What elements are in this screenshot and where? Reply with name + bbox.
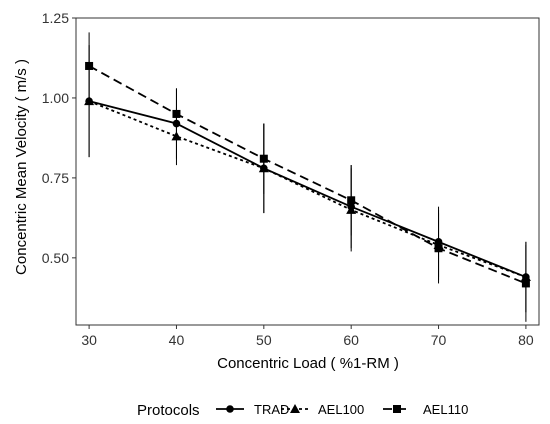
- y-tick-label: 1.00: [42, 90, 69, 106]
- y-axis-title: Concentric Mean Velocity ( m/s ): [13, 59, 30, 275]
- x-tick-label: 30: [81, 332, 97, 348]
- x-tick-label: 80: [518, 332, 534, 348]
- data-point: [347, 196, 356, 205]
- series-line: [88, 100, 527, 278]
- legend: Protocols TRAD AEL100 AEL110: [137, 402, 468, 419]
- legend-key-marker: [393, 405, 401, 413]
- y-axis: 0.50 0.75 1.00 1.25: [42, 10, 76, 266]
- x-tick-label: 60: [343, 332, 359, 348]
- y-tick-label: 0.50: [42, 250, 69, 266]
- data-point: [85, 61, 94, 70]
- plot-panel: [75, 17, 540, 326]
- x-axis-title: Concentric Load ( %1-RM ): [217, 355, 399, 372]
- y-tick-label: 0.75: [42, 170, 69, 186]
- x-tick-label: 40: [169, 332, 185, 348]
- legend-title: Protocols: [137, 402, 200, 419]
- legend-key-marker: [290, 404, 300, 413]
- legend-item-trad: TRAD: [216, 402, 289, 417]
- series-ael110: [85, 32, 530, 322]
- legend-item-ael100: AEL100: [281, 402, 364, 417]
- x-tick-label: 70: [431, 332, 447, 348]
- plot-border: [75, 17, 540, 326]
- legend-label: AEL110: [423, 402, 468, 417]
- data-point: [259, 154, 268, 163]
- data-point: [84, 96, 95, 106]
- series-layer: [84, 32, 531, 322]
- data-point: [434, 244, 443, 253]
- legend-key-marker: [226, 405, 234, 413]
- legend-label: TRAD: [254, 402, 289, 417]
- series-line: [88, 65, 527, 285]
- data-point: [172, 109, 181, 118]
- x-tick-label: 50: [256, 332, 272, 348]
- x-axis: 30 40 50 60 70 80: [81, 325, 534, 348]
- series-line: [88, 100, 527, 278]
- y-tick-label: 1.25: [42, 10, 69, 26]
- legend-label: AEL100: [318, 402, 364, 417]
- legend-item-ael110: AEL110: [383, 402, 468, 417]
- data-point: [521, 279, 530, 288]
